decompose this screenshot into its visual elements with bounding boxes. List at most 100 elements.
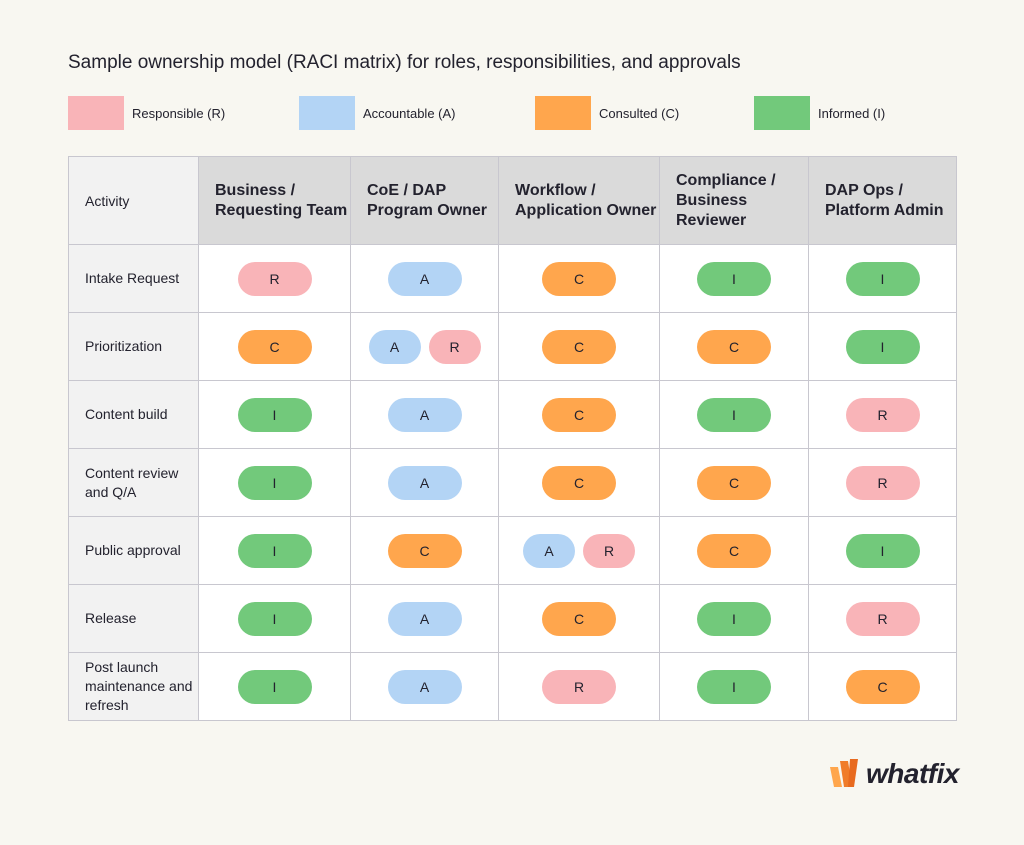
raci-cell: R [198, 244, 351, 313]
activity-cell: Content review and Q/A [68, 448, 199, 517]
column-header: Workflow / Application Owner [498, 156, 660, 245]
raci-pill-C: C [387, 533, 462, 568]
raci-pill-A: A [387, 397, 462, 432]
raci-cell: R [498, 652, 660, 721]
activity-cell: Post launch maintenance and refresh [68, 652, 199, 721]
raci-cell: I [198, 380, 351, 449]
raci-pill-I: I [697, 669, 771, 704]
column-header: Business / Requesting Team [198, 156, 351, 245]
activity-cell: Public approval [68, 516, 199, 585]
whatfix-logo: whatfix [830, 758, 959, 790]
activity-cell: Prioritization [68, 312, 199, 381]
activity-cell: Intake Request [68, 244, 199, 313]
raci-cell: C [498, 380, 660, 449]
raci-cell: I [659, 652, 809, 721]
logo-text: whatfix [866, 758, 959, 789]
raci-pill-I: I [845, 261, 920, 296]
raci-pill-A: A [387, 465, 462, 500]
raci-pill-C: C [542, 465, 616, 500]
page-title: Sample ownership model (RACI matrix) for… [68, 52, 741, 73]
raci-cell: A [350, 448, 499, 517]
table-row: Release I A C I R [68, 584, 957, 653]
raci-pill-I: I [237, 533, 312, 568]
raci-pill-R: R [428, 329, 481, 364]
legend-label: Informed (I) [818, 105, 886, 121]
raci-pill-I: I [845, 533, 920, 568]
raci-pill-R: R [542, 669, 616, 704]
raci-cell: R [808, 448, 957, 517]
legend: Responsible (R) Accountable (A) Consulted … [0, 96, 1024, 130]
raci-cell: C [198, 312, 351, 381]
raci-cell: I [808, 244, 957, 313]
raci-pill-C: C [697, 465, 771, 500]
legend-item-R: Responsible (R) [68, 96, 225, 130]
raci-pill-R: R [845, 397, 920, 432]
raci-cell: C [659, 516, 809, 585]
raci-cell: C [350, 516, 499, 585]
raci-cell: I [659, 244, 809, 313]
raci-pill-A: A [387, 669, 462, 704]
whatfix-mark-icon [830, 759, 858, 787]
raci-pill-R: R [845, 465, 920, 500]
table-row: Prioritization C A R C C I [68, 312, 957, 381]
raci-cell: A [350, 244, 499, 313]
legend-item-A: Accountable (A) [299, 96, 456, 130]
raci-pill-C: C [845, 669, 920, 704]
raci-cell: A [350, 380, 499, 449]
table-row: Post launch maintenance and refresh I A R I C [68, 652, 957, 721]
raci-cell: C [808, 652, 957, 721]
legend-swatch [68, 96, 124, 130]
raci-cell: I [808, 516, 957, 585]
legend-label: Responsible (R) [132, 105, 226, 121]
raci-cell: C [498, 312, 660, 381]
raci-pill-R: R [583, 533, 635, 568]
raci-matrix: Activity Business / Requesting Team CoE / … [68, 156, 957, 721]
raci-cell: R [808, 380, 957, 449]
legend-item-I: Informed (I) [754, 96, 885, 130]
raci-pill-I: I [697, 397, 771, 432]
raci-pill-C: C [697, 533, 771, 568]
raci-pill-C: C [542, 601, 616, 636]
raci-cell: C [659, 312, 809, 381]
legend-label: Accountable (A) [363, 105, 456, 121]
column-header: CoE / DAP Program Owner [350, 156, 499, 245]
raci-pill-C: C [697, 329, 771, 364]
activity-cell: Release [68, 584, 199, 653]
raci-cell: I [659, 380, 809, 449]
raci-pill-R: R [845, 601, 920, 636]
raci-cell: A [350, 652, 499, 721]
legend-swatch [299, 96, 355, 130]
raci-cell: I [198, 584, 351, 653]
raci-cell: R [808, 584, 957, 653]
raci-pill-A: A [523, 533, 575, 568]
raci-pill-I: I [237, 669, 312, 704]
raci-pill-C: C [542, 329, 616, 364]
raci-cell: C [659, 448, 809, 517]
raci-pill-A: A [368, 329, 421, 364]
raci-cell: I [198, 448, 351, 517]
raci-pill-C: C [542, 397, 616, 432]
table-row: Content build I A C I R [68, 380, 957, 449]
raci-pill-I: I [237, 397, 312, 432]
table-row: Public approval I C A R C I [68, 516, 957, 585]
legend-label: Consulted (C) [599, 105, 680, 121]
raci-pill-I: I [237, 465, 312, 500]
raci-cell: C [498, 584, 660, 653]
raci-cell: I [659, 584, 809, 653]
raci-pill-A: A [387, 261, 462, 296]
activity-cell: Content build [68, 380, 199, 449]
legend-swatch [535, 96, 591, 130]
raci-cell: C [498, 244, 660, 313]
column-header: DAP Ops / Platform Admin [808, 156, 957, 245]
raci-pill-C: C [542, 261, 616, 296]
raci-pill-I: I [237, 601, 312, 636]
raci-pill-R: R [237, 261, 312, 296]
raci-cell: I [198, 652, 351, 721]
raci-pill-I: I [845, 329, 920, 364]
raci-pill-I: I [697, 601, 771, 636]
raci-pill-I: I [697, 261, 771, 296]
raci-cell: C [498, 448, 660, 517]
table-row: Intake Request R A C I I [68, 244, 957, 313]
